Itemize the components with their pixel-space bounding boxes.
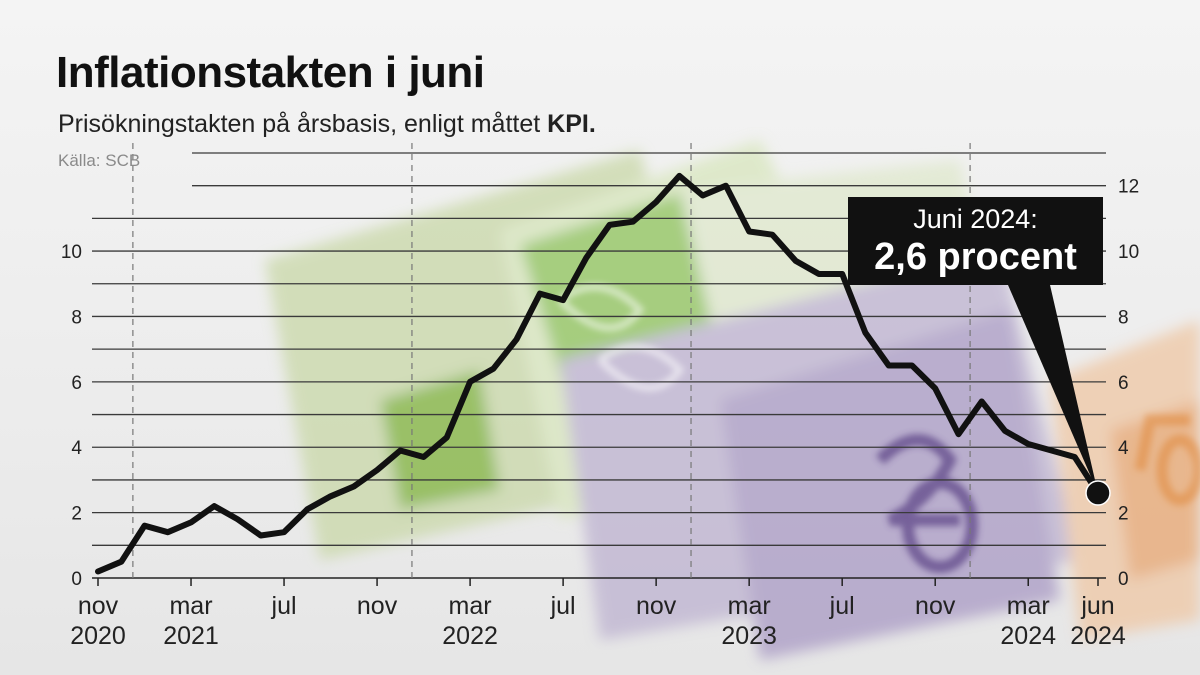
- x-tick-label-year: 2021: [163, 622, 219, 650]
- x-tick-label-month: mar: [449, 592, 492, 620]
- data-point: [397, 448, 403, 453]
- data-point: [769, 232, 775, 238]
- data-point: [514, 336, 520, 342]
- y-tick-label-left: 4: [71, 438, 82, 459]
- data-point: [583, 255, 589, 261]
- data-point: [932, 385, 938, 391]
- y-tick-label-left: 10: [61, 242, 82, 263]
- y-tick-label-right: 0: [1118, 569, 1129, 590]
- y-tick-label-right: 12: [1118, 177, 1139, 198]
- y-tick-label-left: 6: [71, 373, 82, 394]
- data-point: [630, 219, 636, 225]
- data-point: [165, 529, 171, 535]
- data-point: [955, 431, 961, 437]
- data-point: [793, 258, 799, 264]
- inflation-line: [95, 172, 1101, 575]
- data-point: [490, 366, 496, 372]
- y-tick-label-right: 8: [1118, 307, 1129, 328]
- data-point: [746, 228, 752, 234]
- data-point: [1025, 441, 1031, 447]
- callout-pointer: [1008, 285, 1098, 493]
- data-point: [723, 183, 729, 189]
- x-tick-label-year: 2024: [1070, 622, 1126, 650]
- data-point: [258, 533, 264, 538]
- data-point: [188, 519, 194, 525]
- x-tick-label-month: jul: [829, 592, 855, 620]
- data-point: [142, 523, 148, 529]
- y-tick-label-right: 6: [1118, 373, 1129, 394]
- x-tick-label-year: 2020: [70, 622, 126, 650]
- data-point: [444, 434, 450, 440]
- highlight-point: [1085, 480, 1111, 506]
- x-tick-label-year: 2022: [442, 622, 498, 650]
- data-point: [816, 271, 822, 277]
- data-point: [1072, 454, 1078, 460]
- subtitle-bold: KPI.: [547, 110, 596, 138]
- x-tick-label-month: nov: [357, 592, 398, 620]
- data-point: [421, 454, 427, 460]
- data-point: [118, 559, 124, 565]
- data-point: [607, 222, 613, 228]
- data-point: [281, 529, 287, 535]
- data-point: [909, 363, 915, 368]
- data-point: [351, 483, 357, 489]
- data-point: [653, 199, 659, 205]
- y-tick-label-right: 10: [1118, 242, 1139, 263]
- data-point: [211, 503, 217, 509]
- x-tick-label-month: nov: [915, 592, 956, 620]
- value-callout: Juni 2024: 2,6 procent: [848, 197, 1103, 285]
- y-tick-label-left: 2: [71, 504, 82, 525]
- data-point: [886, 363, 892, 368]
- data-point: [235, 516, 241, 522]
- y-tick-label-left: 0: [71, 569, 82, 590]
- y-tick-label-right: 4: [1118, 438, 1129, 459]
- callout-value: 2,6 procent: [874, 236, 1077, 278]
- x-tick-label-month: jun: [1080, 592, 1114, 620]
- data-point: [676, 173, 682, 179]
- callout-date: Juni 2024:: [913, 204, 1038, 234]
- y-tick-label-right: 2: [1118, 504, 1129, 525]
- data-point: [700, 193, 706, 198]
- data-point: [374, 467, 380, 473]
- data-point: [467, 379, 473, 385]
- x-tick-label-month: mar: [728, 592, 771, 620]
- data-point: [304, 506, 310, 512]
- chart-subtitle: Prisökningstakten på årsbasis, enligt må…: [58, 110, 596, 139]
- data-point: [560, 297, 566, 303]
- data-point: [328, 493, 334, 499]
- data-point: [979, 398, 985, 404]
- data-point: [95, 568, 101, 574]
- data-point: [537, 291, 543, 297]
- x-tick-label-month: nov: [636, 592, 677, 620]
- x-tick-label-year: 2023: [721, 622, 777, 650]
- chart-source: Källa: SCB: [58, 151, 141, 170]
- data-point: [1048, 448, 1054, 453]
- subtitle-text: Prisökningstakten på årsbasis, enligt må…: [58, 110, 548, 138]
- x-tick-label-month: jul: [550, 592, 576, 620]
- x-tick-label-month: mar: [1007, 592, 1050, 620]
- data-point: [839, 271, 845, 277]
- x-tick-label-month: mar: [169, 592, 212, 620]
- data-point: [1002, 428, 1008, 434]
- chart-title: Inflationstakten i juni: [56, 48, 485, 97]
- data-point: [862, 330, 868, 336]
- x-tick-label-month: nov: [78, 592, 119, 620]
- x-tick-label-year: 2024: [1000, 622, 1056, 650]
- x-tick-label-month: jul: [271, 592, 297, 620]
- y-tick-label-left: 8: [71, 307, 82, 328]
